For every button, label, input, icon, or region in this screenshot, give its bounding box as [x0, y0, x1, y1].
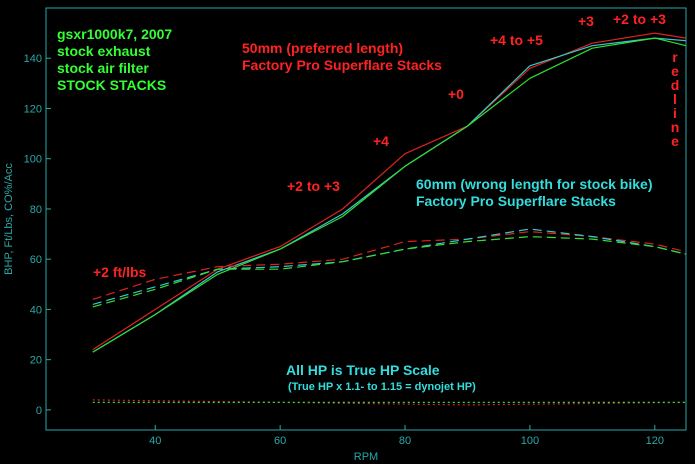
bike-air-filter: stock air filter	[57, 60, 149, 76]
y-tick-label: 60	[30, 254, 42, 266]
stacks-50mm-line2: Factory Pro Superflare Stacks	[242, 57, 442, 73]
redline-letter: n	[670, 119, 680, 135]
series-line-co-6	[92, 399, 687, 406]
redline-letter: d	[670, 77, 680, 93]
gain-label: +4 to +5	[490, 32, 543, 48]
hp-scale-note: (True HP x 1.1- to 1.15 = dynojet HP)	[288, 381, 476, 393]
y-axis-label: BHP, Ft/Lbs, CO%/Acc	[3, 163, 15, 275]
redline-label: r e d l i n e	[668, 50, 682, 148]
bike-info: gsxr1000k7, 2007 stock exhaust stock air…	[57, 26, 172, 94]
x-tick-label: 100	[521, 435, 539, 447]
y-tick-label: 20	[30, 355, 42, 367]
y-tick-label: 120	[24, 103, 42, 115]
plot-frame	[45, 7, 687, 431]
y-tick-label: 0	[36, 405, 42, 417]
redline-letter: i	[673, 105, 677, 121]
gain-label: +3	[578, 13, 594, 29]
stacks-60mm-line2: Factory Pro Superflare Stacks	[416, 193, 616, 209]
bike-model: gsxr1000k7, 2007	[57, 26, 173, 42]
redline-letter: e	[671, 133, 679, 149]
series-line-torque-3	[92, 231, 687, 300]
stacks-60mm-line1: 60mm (wrong length for stock bike)	[416, 176, 653, 192]
series-line-hp-2	[92, 37, 687, 353]
gain-label: +0	[448, 86, 464, 102]
y-tick-label: 140	[24, 53, 42, 65]
gain-label: +2 to +3	[287, 178, 340, 194]
gain-label: +2 to +3	[613, 11, 666, 27]
x-tick-label: 40	[149, 435, 161, 447]
series-line-torque-4	[92, 228, 687, 305]
x-tick-label: 120	[646, 435, 664, 447]
stacks-50mm-label: 50mm (preferred length) Factory Pro Supe…	[242, 40, 442, 74]
redline-letter: e	[671, 63, 679, 79]
gain-label: +4	[373, 133, 389, 149]
y-tick-label: 80	[30, 204, 42, 216]
redline-letter: r	[672, 49, 678, 65]
gain-label: +2 ft/lbs	[93, 264, 147, 280]
x-tick-label: 60	[274, 435, 286, 447]
bike-exhaust: stock exhaust	[57, 43, 151, 59]
hp-scale-label: All HP is True HP Scale	[286, 362, 440, 378]
stacks-60mm-label: 60mm (wrong length for stock bike) Facto…	[416, 176, 652, 210]
x-tick-label: 80	[399, 435, 411, 447]
series-line-hp-0	[92, 32, 687, 351]
x-axis-label: RPM	[354, 451, 378, 463]
bike-stacks: STOCK STACKS	[57, 77, 167, 93]
y-tick-label: 100	[24, 154, 42, 166]
stacks-50mm-line1: 50mm (preferred length)	[242, 40, 404, 56]
y-tick-label: 40	[30, 304, 42, 316]
redline-letter: l	[673, 91, 677, 107]
